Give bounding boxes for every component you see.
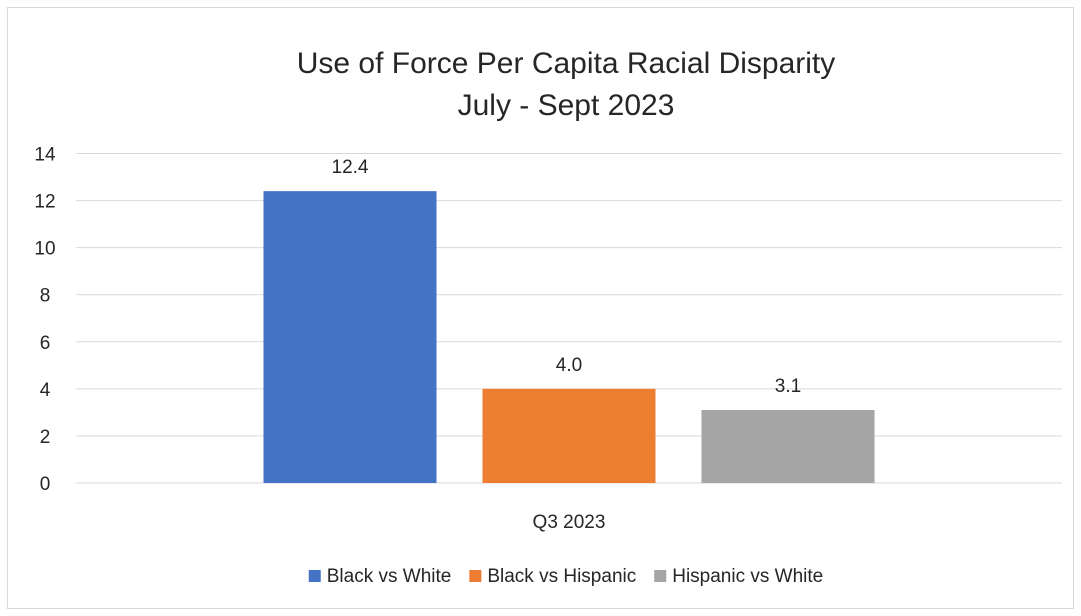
y-tick-label: 4 [40, 380, 51, 401]
bars [263, 191, 875, 483]
x-axis-ticks: Q3 2023 [533, 512, 606, 533]
data-label: 4.0 [556, 355, 582, 376]
legend-label: Hispanic vs White [672, 566, 823, 587]
y-tick-label: 12 [34, 192, 55, 213]
y-tick-label: 2 [40, 427, 51, 448]
data-label: 3.1 [775, 376, 801, 397]
chart-subtitle: July - Sept 2023 [458, 89, 675, 122]
bar [701, 410, 875, 483]
gridlines [76, 153, 1062, 484]
y-tick-label: 8 [40, 286, 51, 307]
legend: Black vs White Black vs Hispanic Hispanic … [308, 566, 823, 587]
legend-swatch [654, 570, 667, 582]
x-tick-label: Q3 2023 [533, 512, 606, 533]
legend-swatch [469, 570, 482, 582]
bar [263, 191, 437, 483]
y-tick-label: 6 [40, 333, 51, 354]
legend-label: Black vs White [327, 566, 452, 587]
y-tick-label: 10 [34, 239, 55, 260]
chart-frame [7, 7, 1074, 609]
y-tick-label: 0 [40, 474, 51, 495]
y-axis-ticks: 0 2 4 6 8 10 12 14 [34, 145, 56, 496]
bar [482, 388, 656, 483]
data-labels: 12.4 4.0 3.1 [332, 157, 802, 397]
chart-title: Use of Force Per Capita Racial Disparity [297, 47, 836, 80]
legend-label: Black vs Hispanic [487, 566, 636, 587]
data-label: 12.4 [332, 157, 369, 178]
legend-swatch [308, 570, 321, 582]
y-tick-label: 14 [34, 145, 56, 166]
